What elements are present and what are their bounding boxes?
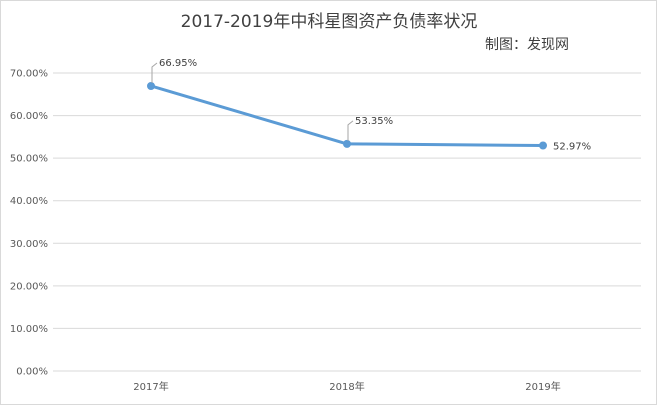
data-label: 66.95%: [159, 58, 197, 69]
y-tick-label: 20.00%: [10, 281, 48, 292]
x-axis-tick-labels: 2017年 2018年 2019年: [133, 380, 560, 393]
y-axis-tick-labels: 0.00% 10.00% 20.00% 30.00% 40.00% 50.00% 60.00…: [10, 69, 48, 378]
data-label-leader: [347, 120, 354, 141]
y-tick-label: 50.00%: [10, 154, 48, 165]
data-point: [343, 139, 351, 148]
y-tick-label: 60.00%: [10, 111, 48, 122]
x-tick-label: 2017年: [133, 380, 168, 393]
data-label: 53.35%: [355, 116, 393, 127]
x-tick-label: 2019年: [525, 380, 560, 393]
y-tick-label: 40.00%: [10, 196, 48, 207]
y-tick-label: 70.00%: [10, 69, 48, 80]
data-label-layer: 66.95% 53.35% 52.97%: [151, 58, 591, 152]
series-layer: [147, 81, 547, 150]
x-tick-label: 2018年: [329, 380, 364, 393]
data-point: [539, 141, 547, 150]
y-tick-label: 10.00%: [10, 324, 48, 335]
y-tick-label: 30.00%: [10, 239, 48, 250]
chart-title: 2017-2019年中科星图资产负债率状况: [181, 12, 478, 32]
data-label: 52.97%: [553, 141, 591, 152]
data-label-leader: [151, 62, 158, 83]
chart-credit: 制图：发现网: [485, 37, 569, 53]
gridlines: [53, 72, 641, 372]
data-point: [147, 81, 155, 90]
y-tick-label: 0.00%: [16, 367, 48, 378]
